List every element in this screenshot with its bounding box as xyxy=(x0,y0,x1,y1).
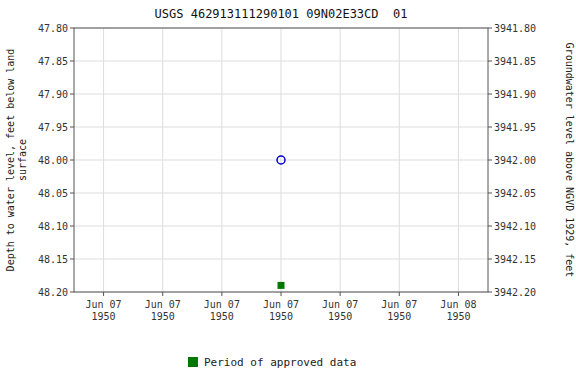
tick-label: 48.05 xyxy=(38,188,68,199)
tick-label: 3941.90 xyxy=(494,89,536,100)
grid-line xyxy=(221,28,222,292)
text-line: 1950 xyxy=(387,311,411,322)
y2-axis-label: Groundwater level above NGVD 1929, feet xyxy=(564,43,575,278)
text-line: 1950 xyxy=(328,311,352,322)
legend-label: Period of approved data xyxy=(204,356,356,369)
grid xyxy=(74,28,488,292)
tick xyxy=(70,292,74,293)
text-line: Jun 07 xyxy=(86,299,122,310)
tick xyxy=(281,292,282,296)
text-line: surface xyxy=(17,139,28,181)
tick xyxy=(488,292,492,293)
tick xyxy=(399,292,400,296)
x-axis: Jun 071950Jun 071950Jun 071950Jun 071950… xyxy=(86,292,477,322)
tick-label: Jun 071950 xyxy=(86,299,122,322)
text-line: Depth to water level, feet below land xyxy=(5,49,16,272)
text-line: 1950 xyxy=(210,311,234,322)
tick-label: 47.85 xyxy=(38,56,68,67)
tick-label: 48.15 xyxy=(38,254,68,265)
grid-line xyxy=(340,28,341,292)
tick xyxy=(488,127,492,128)
tick xyxy=(70,127,74,128)
tick-label: 3941.95 xyxy=(494,122,536,133)
tick xyxy=(488,259,492,260)
tick-label: 3941.80 xyxy=(494,23,536,34)
tick xyxy=(340,292,341,296)
tick xyxy=(488,94,492,95)
text-line: Jun 07 xyxy=(263,299,299,310)
tick-label: 3942.20 xyxy=(494,287,536,298)
point xyxy=(277,156,285,164)
tick-label: Jun 071950 xyxy=(204,299,240,322)
tick xyxy=(103,292,104,296)
text-line: 1950 xyxy=(151,311,175,322)
tick xyxy=(458,292,459,296)
tick-label: 3942.00 xyxy=(494,155,536,166)
tick-label: 48.10 xyxy=(38,221,68,232)
grid-line xyxy=(281,28,282,292)
tick xyxy=(70,28,74,29)
tick xyxy=(221,292,222,296)
tick-label: 48.00 xyxy=(38,155,68,166)
tick xyxy=(488,226,492,227)
tick-label: 47.80 xyxy=(38,23,68,34)
y-axis-label: Depth to water level, feet below landsur… xyxy=(5,49,28,272)
y-axis: 47.80 47.85 47.90 47.95 48.00 48.05 48.10 48.15… xyxy=(38,23,74,298)
tick-label: 3941.85 xyxy=(494,56,536,67)
tick-label: 3942.15 xyxy=(494,254,536,265)
plot-area xyxy=(74,28,488,292)
tick xyxy=(162,292,163,296)
text-line: Jun 07 xyxy=(381,299,417,310)
tick-label: 48.20 xyxy=(38,287,68,298)
tick-label: Jun 081950 xyxy=(440,299,476,322)
point xyxy=(278,282,285,289)
grid-line xyxy=(162,28,163,292)
tick-label: Jun 071950 xyxy=(145,299,181,322)
text-line: 1950 xyxy=(269,311,293,322)
legend: Period of approved data xyxy=(188,356,356,369)
tick xyxy=(70,193,74,194)
tick-label: Jun 071950 xyxy=(263,299,299,322)
tick-label: 47.90 xyxy=(38,89,68,100)
tick-label: 3942.10 xyxy=(494,221,536,232)
grid-line xyxy=(103,28,104,292)
tick xyxy=(488,61,492,62)
plot-frame xyxy=(74,28,488,292)
grid-line xyxy=(399,28,400,292)
tick-label: 3942.05 xyxy=(494,188,536,199)
grid-line xyxy=(458,28,459,292)
legend-swatch xyxy=(188,357,198,367)
text-line: Jun 07 xyxy=(322,299,358,310)
chart: 47.80 47.85 47.90 47.95 48.00 48.05 48.10 48.15… xyxy=(0,0,576,384)
tick xyxy=(70,160,74,161)
tick xyxy=(70,94,74,95)
tick xyxy=(70,61,74,62)
tick xyxy=(488,160,492,161)
tick xyxy=(488,28,492,29)
text-line: Jun 08 xyxy=(440,299,476,310)
tick xyxy=(488,193,492,194)
tick xyxy=(70,226,74,227)
tick-label: Jun 071950 xyxy=(381,299,417,322)
tick xyxy=(70,259,74,260)
y2-axis: 3942.20 3942.15 3942.10 3942.05 3942.00 3941.… xyxy=(488,23,536,298)
text-line: 1950 xyxy=(92,311,116,322)
text-line: Jun 07 xyxy=(145,299,181,310)
tick-label: Jun 071950 xyxy=(322,299,358,322)
tick-label: 47.95 xyxy=(38,122,68,133)
text-line: 1950 xyxy=(446,311,470,322)
marks xyxy=(277,156,285,289)
text-line: Jun 07 xyxy=(204,299,240,310)
title: USGS 462913111290101 09N02E33CD 01 xyxy=(155,7,408,21)
